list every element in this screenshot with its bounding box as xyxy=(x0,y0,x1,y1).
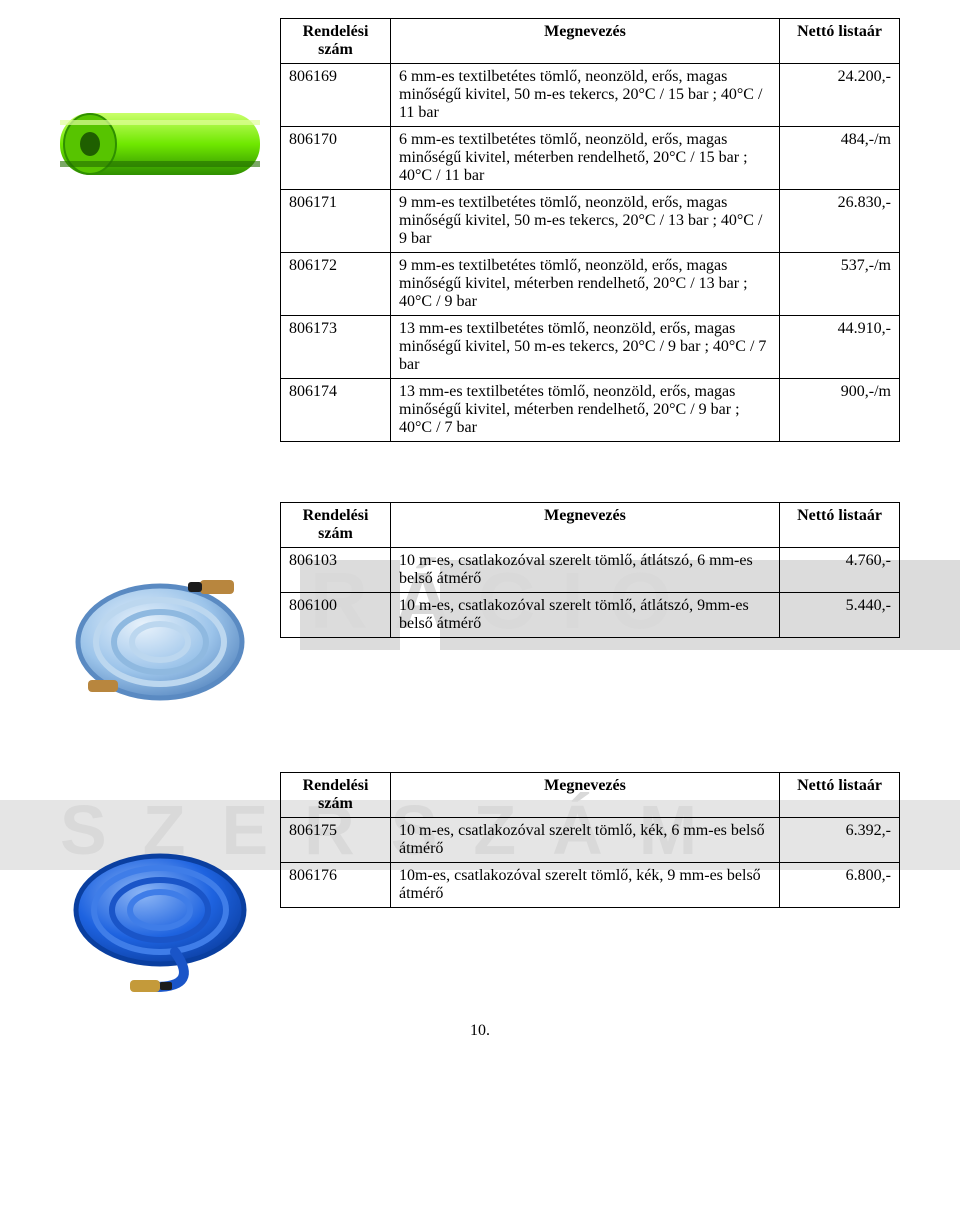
table-header-row: Rendelési szám Megnevezés Nettó listaár xyxy=(281,19,900,64)
col-name: Megnevezés xyxy=(391,19,780,64)
table-3: Rendelési szám Megnevezés Nettó listaár … xyxy=(280,772,900,908)
product-image-2 xyxy=(60,562,260,712)
col-price: Nettó listaár xyxy=(780,773,900,818)
cell-name: 13 mm-es textilbetétes tömlő, neonzöld, … xyxy=(391,379,780,442)
cell-price: 484,-/m xyxy=(780,127,900,190)
col-code: Rendelési szám xyxy=(281,773,391,818)
cell-name: 9 mm-es textilbetétes tömlő, neonzöld, e… xyxy=(391,190,780,253)
cell-code: 806169 xyxy=(281,64,391,127)
product-image-1 xyxy=(60,78,260,208)
hose-green-icon xyxy=(60,78,260,208)
table-1: Rendelési szám Megnevezés Nettó listaár … xyxy=(280,18,900,442)
table-header-row: Rendelési szám Megnevezés Nettó listaár xyxy=(281,773,900,818)
cell-price: 4.760,- xyxy=(780,548,900,593)
block-3: Rendelési szám Megnevezés Nettó listaár … xyxy=(60,772,900,992)
cell-name: 10 m-es, csatlakozóval szerelt tömlő, át… xyxy=(391,548,780,593)
table-row: 80617413 mm-es textilbetétes tömlő, neon… xyxy=(281,379,900,442)
table-row: 8061696 mm-es textilbetétes tömlő, neonz… xyxy=(281,64,900,127)
cell-name: 6 mm-es textilbetétes tömlő, neonzöld, e… xyxy=(391,64,780,127)
cell-code: 806171 xyxy=(281,190,391,253)
col-code: Rendelési szám xyxy=(281,19,391,64)
cell-price: 44.910,- xyxy=(780,316,900,379)
cell-price: 900,-/m xyxy=(780,379,900,442)
cell-code: 806100 xyxy=(281,593,391,638)
cell-code: 806103 xyxy=(281,548,391,593)
hose-blue-coil-icon xyxy=(60,832,260,992)
product-image-3 xyxy=(60,832,260,992)
col-name: Megnevezés xyxy=(391,503,780,548)
cell-price: 24.200,- xyxy=(780,64,900,127)
cell-code: 806176 xyxy=(281,863,391,908)
cell-code: 806175 xyxy=(281,818,391,863)
table-row: 8061719 mm-es textilbetétes tömlő, neonz… xyxy=(281,190,900,253)
col-name: Megnevezés xyxy=(391,773,780,818)
col-price: Nettó listaár xyxy=(780,503,900,548)
table-row: 80610310 m-es, csatlakozóval szerelt töm… xyxy=(281,548,900,593)
cell-price: 26.830,- xyxy=(780,190,900,253)
table-row: 8061729 mm-es textilbetétes tömlő, neonz… xyxy=(281,253,900,316)
cell-code: 806172 xyxy=(281,253,391,316)
cell-code: 806174 xyxy=(281,379,391,442)
cell-name: 6 mm-es textilbetétes tömlő, neonzöld, e… xyxy=(391,127,780,190)
cell-name: 13 mm-es textilbetétes tömlő, neonzöld, … xyxy=(391,316,780,379)
col-code: Rendelési szám xyxy=(281,503,391,548)
table-row: 80617510 m-es, csatlakozóval szerelt töm… xyxy=(281,818,900,863)
hose-clear-coil-icon xyxy=(60,562,260,712)
cell-price: 6.392,- xyxy=(780,818,900,863)
table-row: 8061706 mm-es textilbetétes tömlő, neonz… xyxy=(281,127,900,190)
cell-name: 10 m-es, csatlakozóval szerelt tömlő, ké… xyxy=(391,818,780,863)
cell-price: 6.800,- xyxy=(780,863,900,908)
cell-name: 9 mm-es textilbetétes tömlő, neonzöld, e… xyxy=(391,253,780,316)
cell-price: 5.440,- xyxy=(780,593,900,638)
block-1: Rendelési szám Megnevezés Nettó listaár … xyxy=(60,18,900,442)
table-header-row: Rendelési szám Megnevezés Nettó listaár xyxy=(281,503,900,548)
cell-name: 10 m-es, csatlakozóval szerelt tömlő, át… xyxy=(391,593,780,638)
table-row: 80617313 mm-es textilbetétes tömlő, neon… xyxy=(281,316,900,379)
cell-code: 806173 xyxy=(281,316,391,379)
cell-name: 10m-es, csatlakozóval szerelt tömlő, kék… xyxy=(391,863,780,908)
col-price: Nettó listaár xyxy=(780,19,900,64)
table-2: Rendelési szám Megnevezés Nettó listaár … xyxy=(280,502,900,638)
cell-code: 806170 xyxy=(281,127,391,190)
cell-price: 537,-/m xyxy=(780,253,900,316)
table-row: 80617610m-es, csatlakozóval szerelt töml… xyxy=(281,863,900,908)
table-row: 80610010 m-es, csatlakozóval szerelt töm… xyxy=(281,593,900,638)
block-2: Rendelési szám Megnevezés Nettó listaár … xyxy=(60,502,900,712)
page-number: 10. xyxy=(60,1022,900,1040)
